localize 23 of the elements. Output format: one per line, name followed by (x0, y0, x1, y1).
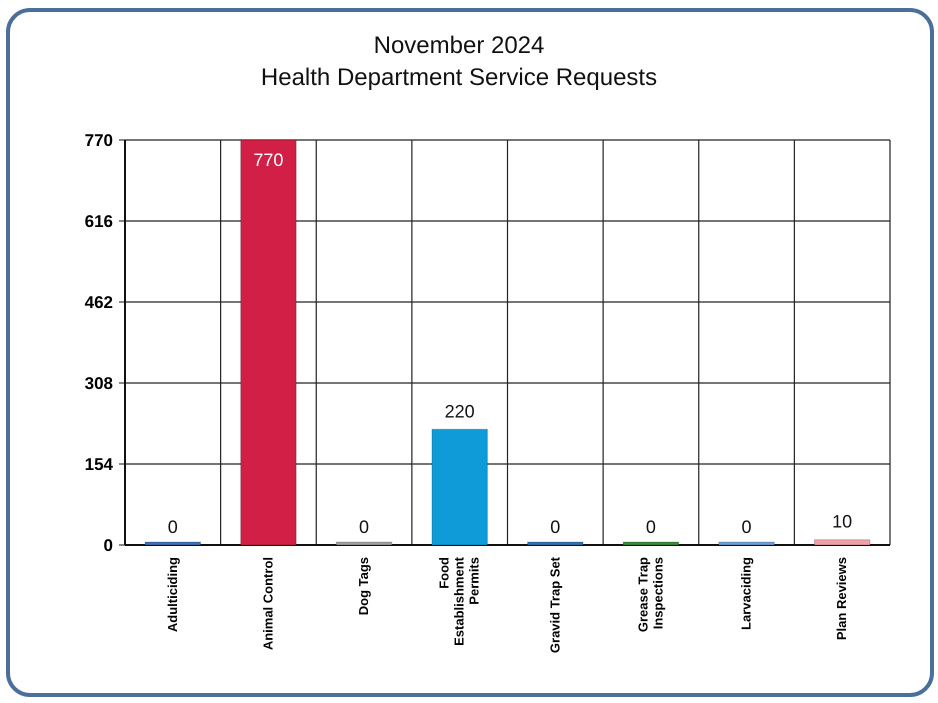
x-tick-label: Larvaciding (738, 556, 754, 630)
data-label: 220 (444, 401, 475, 422)
data-label: 770 (253, 150, 284, 170)
chart-title: November 2024 Health Department Service Requests (260, 32, 658, 91)
x-tick-label: Grease Trap Inspections (635, 556, 666, 632)
x-tick-label: Food Establishment Permits (436, 556, 482, 646)
y-tick-label: 154 (84, 454, 114, 474)
data-label: 0 (168, 517, 178, 537)
data-label: 0 (359, 517, 370, 537)
x-tick-label: Plan Reviews (834, 557, 850, 640)
y-tick-label: 0 (104, 536, 113, 555)
data-label: 10 (832, 512, 852, 532)
x-tick-label: Animal Control (260, 557, 276, 650)
x-tick-label: Adulticiding (164, 556, 180, 632)
data-label: 0 (646, 517, 656, 537)
data-label: 0 (742, 517, 752, 537)
y-tick-label: 308 (84, 374, 113, 393)
data-label: 0 (550, 517, 560, 537)
y-tick-label: 770 (84, 130, 113, 150)
y-tick-label: 616 (84, 212, 113, 231)
y-tick-label: 462 (84, 292, 113, 312)
x-tick-label: Dog Tags (356, 557, 372, 616)
x-tick-label: Gravid Trap Set (547, 556, 562, 654)
